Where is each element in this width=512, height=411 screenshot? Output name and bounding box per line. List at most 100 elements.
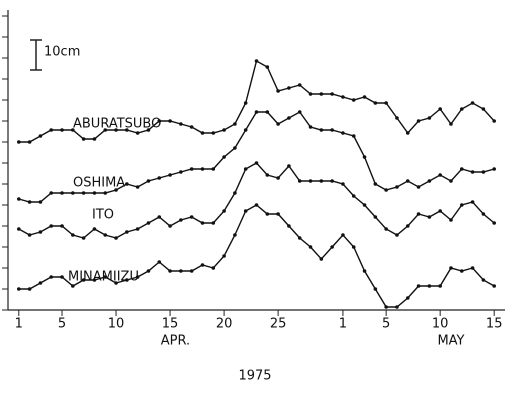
- point: [265, 173, 270, 177]
- point: [200, 263, 205, 267]
- point: [492, 284, 496, 288]
- point: [395, 305, 399, 309]
- point: [243, 128, 248, 132]
- point: [341, 182, 345, 186]
- point: [319, 92, 324, 96]
- point: [114, 188, 118, 192]
- point: [470, 101, 475, 105]
- point: [27, 200, 32, 204]
- point: [351, 245, 356, 249]
- point: [71, 128, 75, 132]
- series-line: [18, 204, 495, 308]
- x-tick-label: 5: [382, 317, 390, 332]
- point: [438, 284, 442, 288]
- point: [362, 203, 367, 207]
- point: [265, 65, 270, 69]
- point: [125, 182, 129, 186]
- point: [405, 179, 410, 183]
- point: [222, 128, 226, 132]
- point: [384, 101, 388, 105]
- point: [92, 227, 97, 231]
- point: [189, 269, 194, 273]
- point: [17, 287, 21, 291]
- point: [470, 266, 475, 270]
- point: [470, 170, 475, 174]
- point: [125, 230, 129, 234]
- point: [341, 233, 345, 237]
- point: [71, 191, 75, 195]
- point: [254, 59, 259, 63]
- point: [168, 224, 172, 228]
- point: [71, 284, 75, 288]
- point: [492, 119, 496, 123]
- point: [49, 128, 54, 132]
- point: [362, 155, 367, 159]
- point: [92, 278, 97, 282]
- point: [233, 233, 237, 237]
- point: [416, 119, 421, 123]
- point: [362, 95, 367, 99]
- point: [222, 254, 226, 258]
- point: [384, 227, 388, 231]
- point: [276, 122, 280, 126]
- point: [330, 92, 334, 96]
- series-label: ABURATSUBO: [73, 117, 161, 132]
- point: [49, 275, 54, 279]
- point: [211, 167, 216, 171]
- series-label: MINAMIIZU: [68, 270, 139, 285]
- point: [27, 287, 32, 291]
- point: [27, 140, 32, 144]
- point: [427, 179, 432, 183]
- point: [114, 281, 118, 285]
- point: [157, 260, 162, 264]
- point: [330, 128, 334, 132]
- point: [157, 176, 162, 180]
- point: [168, 269, 172, 273]
- point: [200, 167, 205, 171]
- point: [103, 191, 108, 195]
- point: [308, 92, 313, 96]
- point: [481, 170, 486, 174]
- point: [81, 137, 86, 141]
- point: [308, 179, 313, 183]
- series-label: OSHIMA: [73, 176, 125, 191]
- x-tick-label: 15: [486, 317, 503, 332]
- point: [146, 269, 151, 273]
- point: [211, 266, 216, 270]
- point: [341, 95, 345, 99]
- point: [38, 230, 43, 234]
- point: [71, 233, 75, 237]
- point: [189, 215, 194, 219]
- point: [319, 179, 324, 183]
- point: [60, 191, 64, 195]
- point: [92, 191, 97, 195]
- point: [211, 221, 216, 225]
- point: [60, 128, 64, 132]
- x-tick-label: 20: [216, 317, 233, 332]
- point: [146, 179, 151, 183]
- x-tick-label: 1: [339, 317, 347, 332]
- point: [49, 224, 54, 228]
- x-tick-label: 15: [162, 317, 179, 332]
- point: [243, 209, 248, 213]
- point: [330, 179, 334, 183]
- point: [373, 287, 378, 291]
- point: [135, 185, 140, 189]
- point: [168, 119, 172, 123]
- point: [135, 275, 140, 279]
- point: [276, 176, 280, 180]
- point: [287, 164, 291, 168]
- point: [38, 200, 43, 204]
- point: [222, 155, 226, 159]
- point: [438, 173, 442, 177]
- point: [114, 128, 118, 132]
- point: [287, 224, 291, 228]
- point: [179, 122, 183, 126]
- point: [265, 110, 270, 114]
- point: [362, 269, 367, 273]
- point: [135, 131, 140, 135]
- point: [27, 233, 32, 237]
- point: [330, 245, 334, 249]
- point: [481, 212, 486, 216]
